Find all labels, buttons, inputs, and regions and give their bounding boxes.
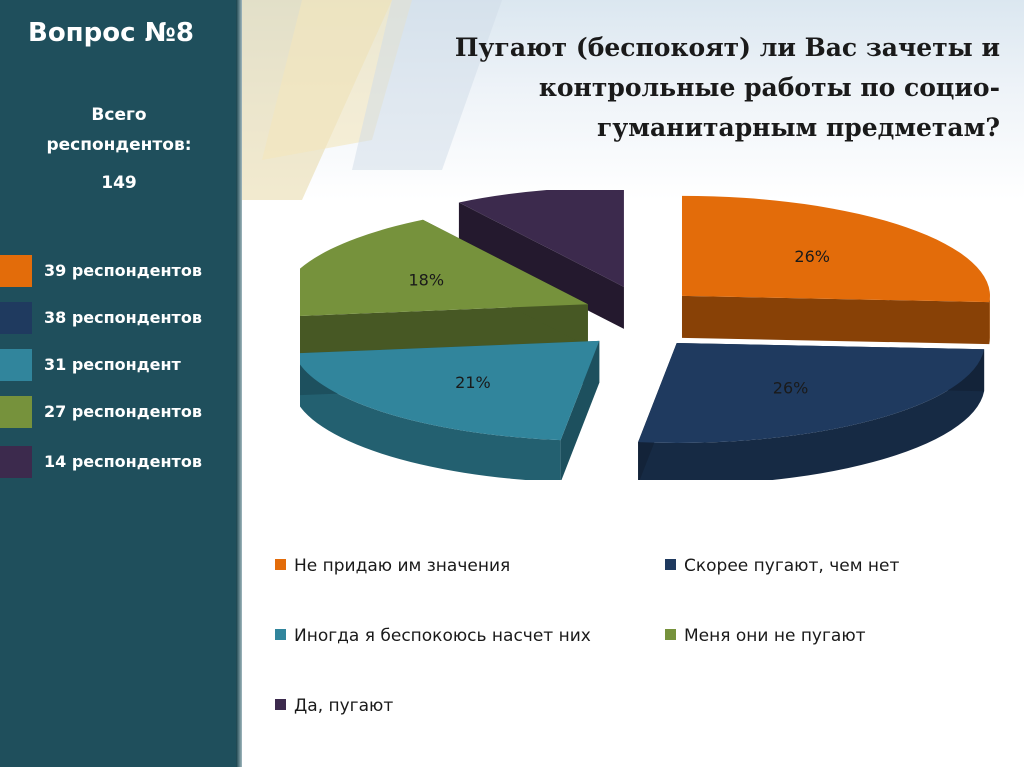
sidebar: Вопрос №8 Всего респондентов: 149 39 рес… xyxy=(0,0,238,767)
legend-swatch xyxy=(665,559,676,570)
pie-slice-side xyxy=(638,349,985,480)
respondent-label: 27 респондентов xyxy=(44,402,202,421)
legend-label: Иногда я беспокоюсь насчет них xyxy=(294,626,591,646)
respondent-label: 38 респондентов xyxy=(44,308,202,327)
legend-item: Да, пугают xyxy=(275,696,393,716)
respondent-row: 31 респондент xyxy=(0,349,238,385)
respondent-label: 31 респондент xyxy=(44,355,181,374)
legend-label: Скорее пугают, чем нет xyxy=(684,556,900,576)
respondent-swatch xyxy=(0,446,32,478)
legend-item: Меня они не пугают xyxy=(665,626,866,646)
pie-slice-edge xyxy=(458,202,624,329)
total-label: Всего респондентов: xyxy=(46,105,192,155)
respondent-row: 14 респондентов xyxy=(0,446,238,482)
sidebar-edge xyxy=(236,0,242,767)
respondent-swatch xyxy=(0,396,32,428)
respondent-row: 27 респондентов xyxy=(0,396,238,432)
total-value: 149 xyxy=(101,173,137,193)
respondent-swatch xyxy=(0,302,32,334)
decorative-background-image xyxy=(242,0,1024,200)
legend-item: Иногда я беспокоюсь насчет них xyxy=(275,626,591,646)
respondent-row: 38 респондентов xyxy=(0,302,238,338)
pie-slice xyxy=(638,342,985,443)
respondent-label: 39 респондентов xyxy=(44,261,202,280)
pie-data-label: 26% xyxy=(794,247,830,266)
pie-slice-side xyxy=(989,295,990,345)
respondent-label: 14 респондентов xyxy=(44,452,202,471)
legend-swatch xyxy=(665,629,676,640)
respondent-swatch xyxy=(0,349,32,381)
pie-data-label: 18% xyxy=(408,271,444,290)
question-title: Вопрос №8 xyxy=(28,18,194,48)
pie-slice-edge xyxy=(681,295,990,345)
legend-swatch xyxy=(275,699,286,710)
legend-label: Не придаю им значения xyxy=(294,556,511,576)
legend-swatch xyxy=(275,559,286,570)
chart-title: Пугают (беспокоят) ли Вас зачеты и контр… xyxy=(454,33,1000,142)
pie-slice xyxy=(300,340,600,441)
pie-slice xyxy=(458,190,624,287)
legend-item: Скорее пугают, чем нет xyxy=(665,556,899,576)
paper-decoration xyxy=(242,0,502,200)
chart-legend: Не придаю им значения Скорее пугают, чем… xyxy=(275,550,995,730)
respondent-swatch xyxy=(0,255,32,287)
pie-chart: 26%26%21%18%9% xyxy=(300,190,990,480)
pie-slice xyxy=(300,219,588,317)
legend-swatch xyxy=(275,629,286,640)
legend-label: Меня они не пугают xyxy=(684,626,866,646)
pie-data-label: 26% xyxy=(773,379,809,398)
legend-item: Не придаю им значения xyxy=(275,556,510,576)
total-respondents: Всего респондентов: 149 xyxy=(0,100,238,198)
respondent-row: 39 респондентов xyxy=(0,255,238,291)
legend-label: Да, пугают xyxy=(294,696,394,716)
pie-slice xyxy=(681,195,990,303)
pie-data-label: 21% xyxy=(455,373,491,392)
pie-slice-side xyxy=(300,364,561,480)
